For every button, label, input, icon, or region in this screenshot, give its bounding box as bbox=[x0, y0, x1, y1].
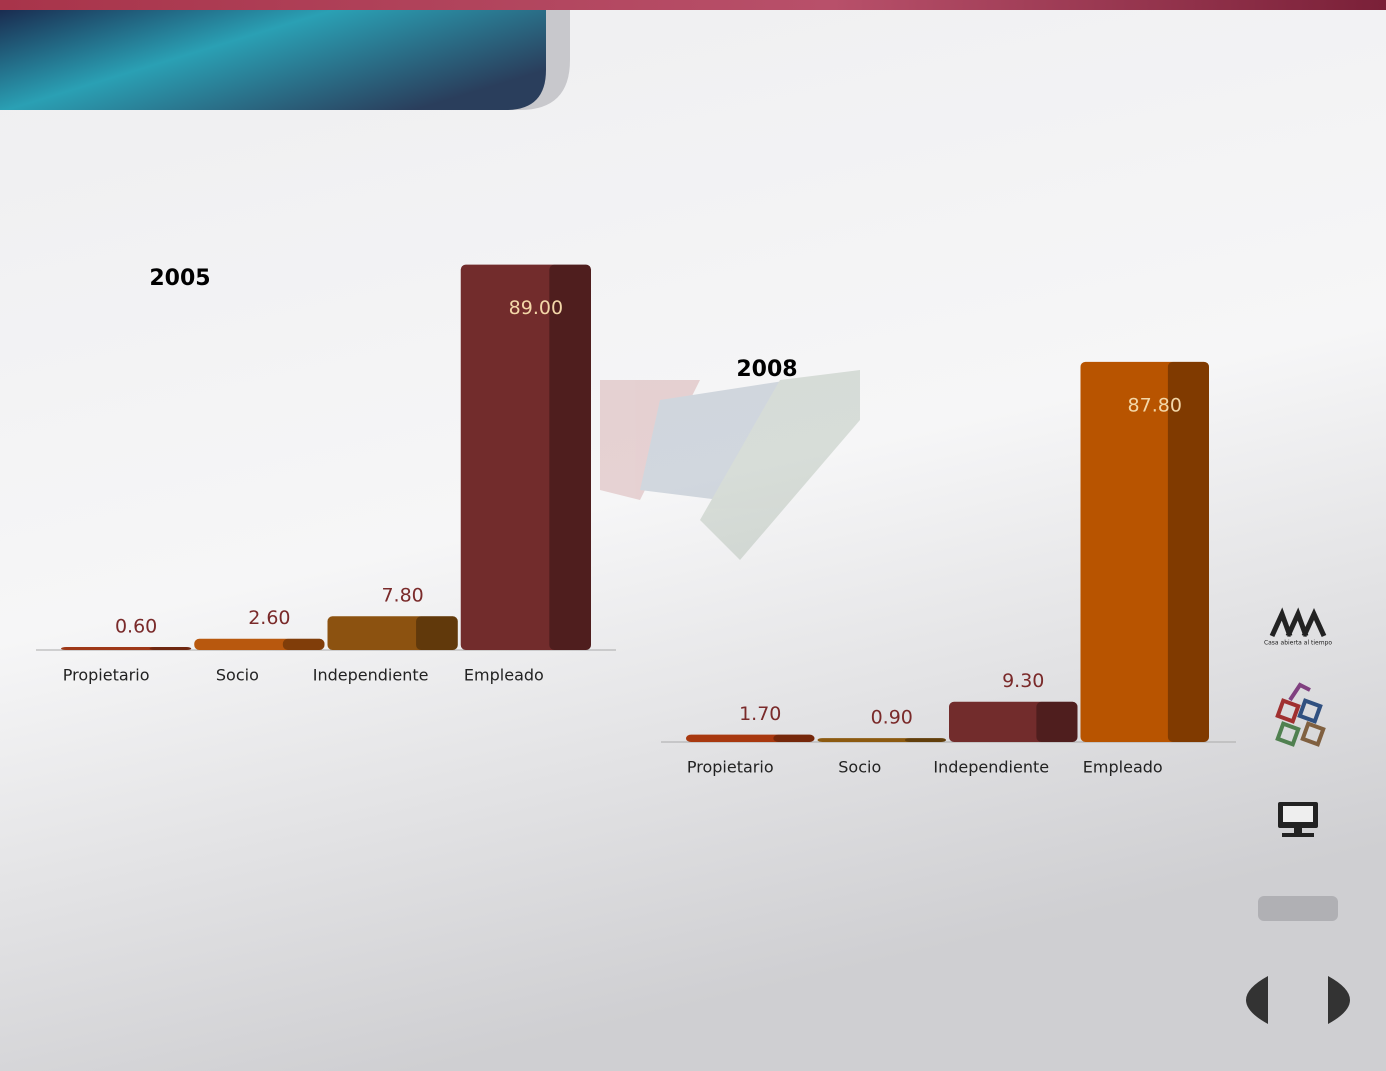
logo: Casa abierta al tiempo bbox=[1264, 607, 1332, 647]
bar-shade bbox=[149, 647, 192, 650]
bar bbox=[194, 638, 325, 650]
header-banner bbox=[0, 10, 546, 110]
prev-button[interactable] bbox=[1246, 976, 1268, 1024]
bar-shade bbox=[282, 638, 325, 650]
value-label: 9.30 bbox=[1002, 670, 1044, 692]
button[interactable] bbox=[1258, 896, 1338, 921]
bar-shade bbox=[1167, 361, 1209, 742]
bar bbox=[327, 616, 458, 650]
bar bbox=[949, 701, 1078, 742]
chart-title: 2008 bbox=[736, 357, 797, 382]
next-button[interactable] bbox=[1328, 976, 1350, 1024]
x-tick-label: Propietario bbox=[63, 666, 150, 685]
monitor-icon[interactable] bbox=[1278, 802, 1318, 837]
value-label: 89.00 bbox=[509, 297, 563, 319]
chart-title: 2005 bbox=[149, 266, 210, 291]
bar bbox=[1080, 361, 1209, 742]
value-label: 7.80 bbox=[381, 585, 423, 607]
x-tick-label: Propietario bbox=[687, 758, 774, 777]
value-label: 87.80 bbox=[1128, 394, 1182, 416]
decor-icon bbox=[1275, 682, 1326, 747]
bar bbox=[817, 738, 946, 742]
value-label: 0.90 bbox=[871, 707, 913, 729]
x-tick-label: Empleado bbox=[1083, 758, 1163, 777]
value-label: 0.60 bbox=[115, 616, 157, 638]
bar-shade bbox=[1036, 701, 1078, 742]
bar bbox=[61, 647, 192, 650]
watermark bbox=[600, 370, 860, 560]
bar bbox=[460, 264, 591, 650]
x-tick-label: Independiente bbox=[313, 666, 429, 685]
logo-caption: Casa abierta al tiempo bbox=[1264, 640, 1332, 647]
value-label: 2.60 bbox=[248, 607, 290, 629]
bar-shade bbox=[904, 738, 946, 742]
x-tick-label: Socio bbox=[216, 666, 259, 685]
bar bbox=[686, 734, 815, 742]
value-label: 1.70 bbox=[739, 703, 781, 725]
x-tick-label: Socio bbox=[838, 758, 881, 777]
bar-shade bbox=[773, 734, 815, 742]
x-tick-label: Empleado bbox=[464, 666, 544, 685]
x-tick-label: Independiente bbox=[933, 758, 1049, 777]
bar-shade bbox=[549, 264, 591, 650]
bar-shade bbox=[416, 616, 458, 650]
top-band bbox=[0, 0, 1386, 10]
